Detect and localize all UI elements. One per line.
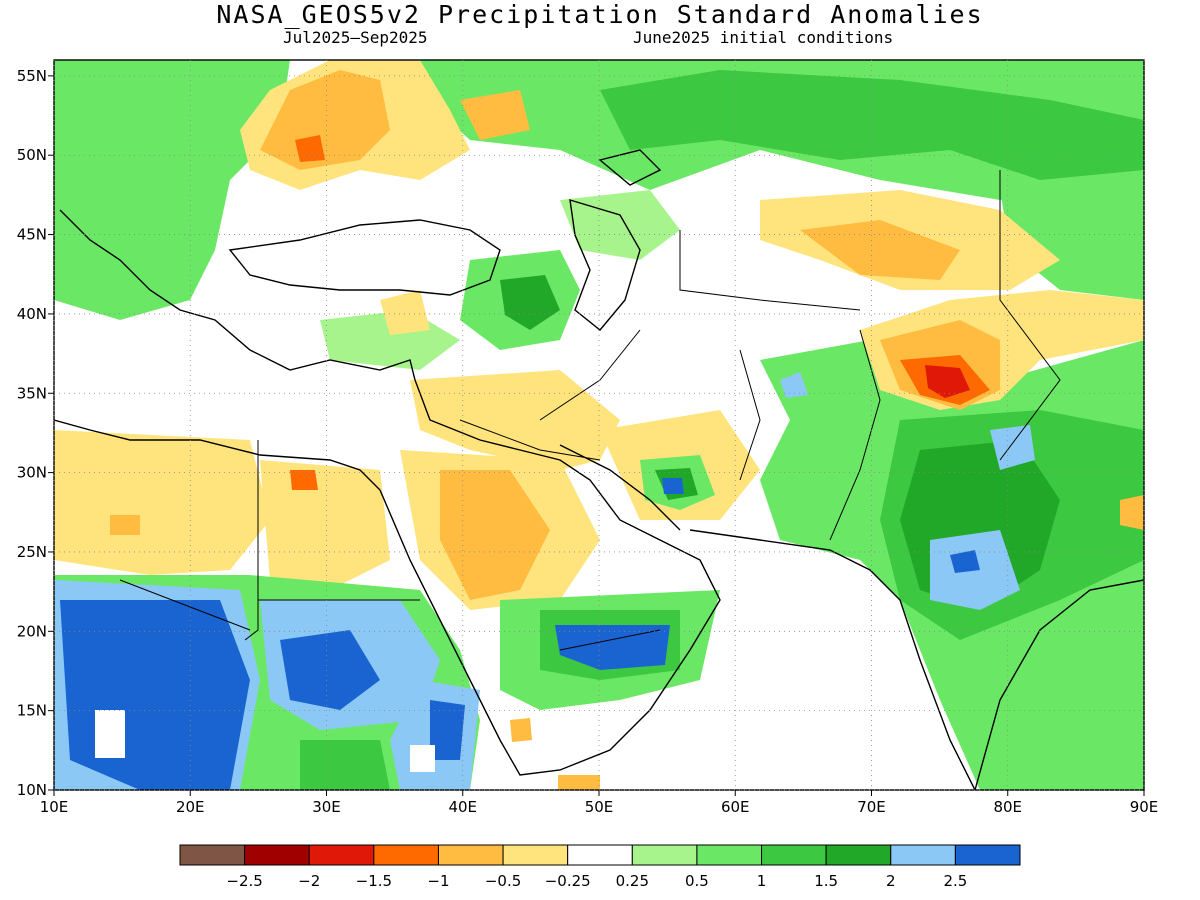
colorbar-swatch (567, 844, 633, 866)
country-borders (119, 170, 1061, 651)
lat-tick-label: 15N (17, 702, 47, 720)
colorbar-swatch (437, 844, 504, 866)
colorbar-label: −0.5 (485, 872, 521, 890)
lat-tick-label: 50N (17, 146, 47, 164)
colorbar-label: −1.5 (356, 872, 392, 890)
lat-tick-label: 30N (17, 464, 47, 482)
lat-tick-label: 10N (17, 781, 47, 799)
colorbar-label: 1.5 (814, 872, 838, 890)
colorbar-swatch (890, 844, 956, 866)
colorbar-label: −0.25 (545, 872, 591, 890)
colorbar-swatch (825, 844, 892, 866)
colorbar-label: −2 (298, 872, 320, 890)
colorbar-label: 2 (886, 872, 896, 890)
colorbar-swatch (696, 844, 763, 866)
map-title: NASA_GEOS5v2 Precipitation Standard Anom… (216, 0, 984, 29)
colorbar-label: −2.5 (226, 872, 262, 890)
forecast-period: Jul2025–Sep2025 (283, 28, 428, 47)
colorbar-swatch (308, 844, 375, 866)
lon-tick-label: 80E (993, 798, 1022, 816)
colorbar-swatch (244, 844, 310, 866)
colorbar-swatch (373, 844, 439, 866)
lat-tick-label: 55N (17, 67, 47, 85)
lon-tick-label: 40E (448, 798, 477, 816)
lon-tick-label: 70E (857, 798, 886, 816)
lat-tick-label: 40N (17, 305, 47, 323)
lon-tick-label: 20E (176, 798, 205, 816)
colorbar-label: −1 (427, 872, 449, 890)
colorbar-label: 0.5 (685, 872, 709, 890)
colorbar-swatch (761, 844, 827, 866)
lon-tick-label: 50E (585, 798, 614, 816)
lon-tick-label: 60E (721, 798, 750, 816)
anomaly-field (54, 60, 1144, 790)
lon-tick-label: 30E (312, 798, 341, 816)
colorbar-label: 1 (757, 872, 767, 890)
colorbar-swatch (502, 844, 569, 866)
initial-conditions: June2025 initial conditions (633, 28, 894, 47)
colorbar-label: 2.5 (943, 872, 967, 890)
colorbar: −2.5 −2 −1.5 −1 −0.5 −0.25 0.25 0.5 1 1.5 2 2.5 (179, 844, 1021, 890)
lat-tick-label: 35N (17, 384, 47, 402)
colorbar-swatch (954, 844, 1021, 866)
colorbar-swatch (179, 844, 246, 866)
lat-tick-label: 20N (17, 622, 47, 640)
lon-tick-label: 90E (1130, 798, 1159, 816)
lat-tick-label: 25N (17, 543, 47, 561)
lat-tick-label: 45N (17, 226, 47, 244)
colorbar-swatch (631, 844, 698, 866)
colorbar-label: 0.25 (616, 872, 649, 890)
lon-tick-label: 10E (40, 798, 69, 816)
